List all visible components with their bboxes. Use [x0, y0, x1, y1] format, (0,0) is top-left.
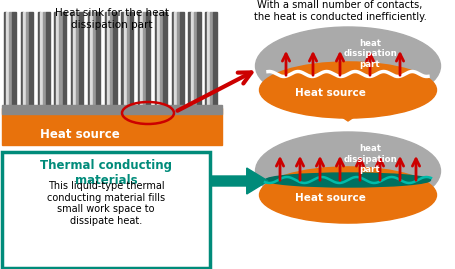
Bar — [21, 12, 23, 108]
Bar — [71, 12, 73, 108]
Ellipse shape — [259, 62, 436, 118]
Bar — [29, 12, 33, 108]
Bar — [73, 12, 76, 108]
Bar — [188, 12, 191, 108]
Bar — [60, 12, 62, 108]
Bar — [2, 108, 222, 145]
Bar — [172, 12, 174, 108]
Polygon shape — [334, 104, 362, 121]
Bar — [23, 12, 26, 108]
Bar — [163, 12, 167, 108]
Bar — [194, 12, 197, 108]
Bar — [12, 12, 16, 108]
Bar — [4, 12, 6, 108]
Bar — [56, 12, 60, 108]
Bar — [126, 12, 130, 108]
Bar — [213, 12, 217, 108]
Bar — [155, 12, 157, 108]
Text: Heat source: Heat source — [294, 193, 365, 203]
Bar — [210, 12, 213, 108]
Bar — [160, 12, 163, 108]
Bar — [113, 12, 116, 108]
Ellipse shape — [256, 27, 440, 105]
Bar — [9, 12, 12, 108]
Bar — [147, 12, 150, 108]
Text: This liquid-type thermal
conducting material fills
small work space to
dissipate: This liquid-type thermal conducting mate… — [47, 181, 165, 226]
Bar — [140, 12, 143, 108]
Bar — [207, 12, 210, 108]
Polygon shape — [212, 168, 268, 194]
Bar — [157, 12, 160, 108]
Bar — [110, 12, 113, 108]
Text: Heat source: Heat source — [40, 129, 120, 141]
Text: heat
dissipation
part: heat dissipation part — [343, 39, 397, 69]
Bar — [62, 12, 66, 108]
Bar — [54, 12, 56, 108]
Text: With a small number of contacts,
the heat is conducted inefficiently.: With a small number of contacts, the hea… — [253, 0, 426, 22]
Bar — [105, 12, 107, 108]
Bar — [76, 12, 79, 108]
Ellipse shape — [266, 173, 430, 187]
Bar — [177, 12, 180, 108]
Bar — [138, 12, 140, 108]
Text: Heat source: Heat source — [294, 88, 365, 98]
Bar — [197, 12, 201, 108]
Bar — [121, 12, 124, 108]
Bar — [174, 12, 177, 108]
Bar — [93, 12, 96, 108]
Text: Thermal conducting
materials: Thermal conducting materials — [40, 159, 172, 187]
Bar — [38, 12, 40, 108]
Bar — [79, 12, 83, 108]
Bar — [96, 12, 100, 108]
Bar — [90, 12, 93, 108]
Bar — [43, 12, 46, 108]
Bar — [124, 12, 126, 108]
Bar — [26, 12, 29, 108]
Bar — [130, 12, 133, 108]
Bar — [191, 12, 194, 108]
Bar — [46, 12, 50, 108]
Bar — [88, 12, 90, 108]
Ellipse shape — [259, 167, 436, 223]
Bar — [2, 105, 222, 114]
Bar — [180, 12, 184, 108]
Ellipse shape — [256, 132, 440, 210]
Text: Heat sink for the heat
dissipation part: Heat sink for the heat dissipation part — [55, 8, 169, 30]
Bar — [143, 12, 147, 108]
Bar — [6, 12, 9, 108]
Bar — [40, 12, 43, 108]
Text: heat
dissipation
part: heat dissipation part — [343, 144, 397, 174]
Bar — [205, 12, 207, 108]
Bar — [2, 152, 210, 268]
Bar — [107, 12, 110, 108]
